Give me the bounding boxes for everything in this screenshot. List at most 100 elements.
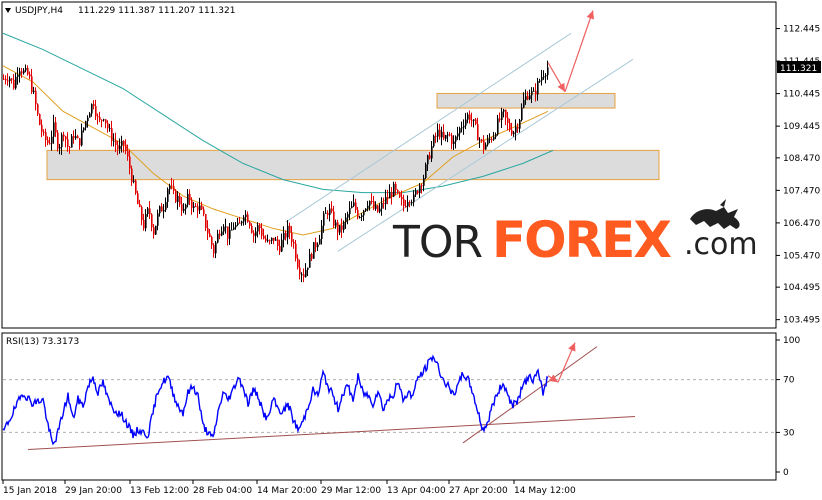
candle-down	[483, 140, 485, 150]
time-tick-label: 13 Feb 12:00	[130, 486, 189, 496]
candle-down	[127, 151, 129, 157]
dropdown-icon[interactable]	[5, 8, 11, 13]
candle-up	[455, 136, 457, 142]
candle-down	[137, 193, 139, 205]
candle-up	[515, 126, 517, 133]
trend-channel	[285, 32, 634, 252]
candle-up	[319, 238, 321, 245]
candle-down	[175, 190, 177, 202]
candle-up	[245, 214, 247, 218]
bull-logo-icon	[690, 199, 740, 229]
candle-up	[353, 202, 355, 207]
candle-down	[213, 245, 215, 254]
price-tick-label: 105.470	[783, 251, 820, 261]
rsi-tick-label: 100	[783, 336, 800, 346]
candle-up	[531, 91, 533, 96]
candle-down	[251, 225, 253, 233]
price-tick-label: 107.470	[783, 186, 820, 196]
candle-up	[323, 213, 325, 226]
candle-up	[523, 99, 525, 108]
candle-down	[47, 140, 49, 144]
candle-up	[225, 226, 227, 228]
candle-up	[445, 135, 447, 139]
candlesticks	[3, 60, 549, 283]
candle-up	[9, 78, 11, 82]
rsi-forecast-arrows	[547, 342, 576, 383]
candle-down	[297, 258, 299, 268]
candle-up	[427, 155, 429, 165]
candle-down	[115, 140, 117, 145]
candle-down	[39, 114, 41, 125]
candle-down	[107, 123, 109, 129]
candle-up	[317, 244, 319, 248]
candle-up	[407, 202, 409, 207]
candle-down	[11, 78, 13, 80]
watermark-tor: TOR	[392, 217, 483, 268]
candle-up	[361, 215, 363, 218]
candle-up	[103, 119, 105, 121]
candle-down	[357, 209, 359, 218]
candle-down	[303, 274, 305, 277]
candle-down	[451, 135, 453, 145]
candle-down	[63, 134, 65, 137]
candle-down	[141, 206, 143, 220]
candle-up	[503, 109, 505, 112]
rsi-trend-line-0	[27, 416, 636, 451]
candle-down	[209, 233, 211, 237]
candle-up	[453, 141, 455, 145]
price-tag-label: 111.321	[780, 64, 817, 74]
candle-down	[517, 126, 519, 129]
candle-up	[461, 127, 463, 129]
candle-up	[543, 76, 545, 78]
candle-down	[149, 208, 151, 215]
rsi-arrow-0-head	[549, 374, 558, 383]
candle-down	[195, 206, 197, 208]
candle-down	[67, 139, 69, 147]
candle-up	[145, 214, 147, 229]
candle-up	[257, 225, 259, 232]
candle-down	[45, 132, 47, 141]
candle-up	[113, 140, 115, 142]
candle-down	[261, 228, 263, 236]
candle-down	[101, 119, 103, 121]
candle-up	[155, 225, 157, 235]
candle-up	[33, 90, 35, 93]
candle-up	[467, 114, 469, 120]
candle-up	[309, 254, 311, 268]
candle-down	[403, 199, 405, 206]
price-tag-bg	[777, 61, 821, 73]
candle-up	[85, 121, 87, 128]
candle-up	[223, 226, 225, 232]
candle-up	[343, 222, 345, 230]
candle-down	[143, 219, 145, 229]
candle-down	[181, 204, 183, 211]
candle-up	[545, 75, 547, 77]
candle-down	[535, 90, 537, 95]
candle-down	[69, 146, 71, 148]
candle-up	[533, 90, 535, 92]
candle-up	[381, 203, 383, 209]
candle-down	[391, 192, 393, 197]
candle-down	[331, 208, 333, 212]
candle-down	[13, 79, 15, 89]
candle-up	[349, 208, 351, 215]
candle-down	[387, 196, 389, 199]
watermark-forex: FOREX	[492, 211, 671, 269]
candle-down	[55, 122, 57, 133]
candle-up	[61, 134, 63, 148]
candle-up	[307, 267, 309, 270]
ma-fast-line	[2, 65, 549, 236]
candle-down	[449, 134, 451, 136]
candle-down	[439, 129, 441, 138]
candle-up	[193, 206, 195, 208]
candle-down	[399, 192, 401, 198]
candle-up	[233, 227, 235, 230]
rsi-tick-label: 70	[783, 376, 795, 386]
candle-up	[305, 269, 307, 277]
ohlc-values: 111.229 111.387 111.207 111.321	[78, 6, 235, 16]
candle-up	[463, 125, 465, 128]
candle-down	[191, 200, 193, 208]
candle-down	[179, 195, 181, 205]
channel-line-1	[337, 58, 634, 252]
candle-down	[279, 246, 281, 252]
